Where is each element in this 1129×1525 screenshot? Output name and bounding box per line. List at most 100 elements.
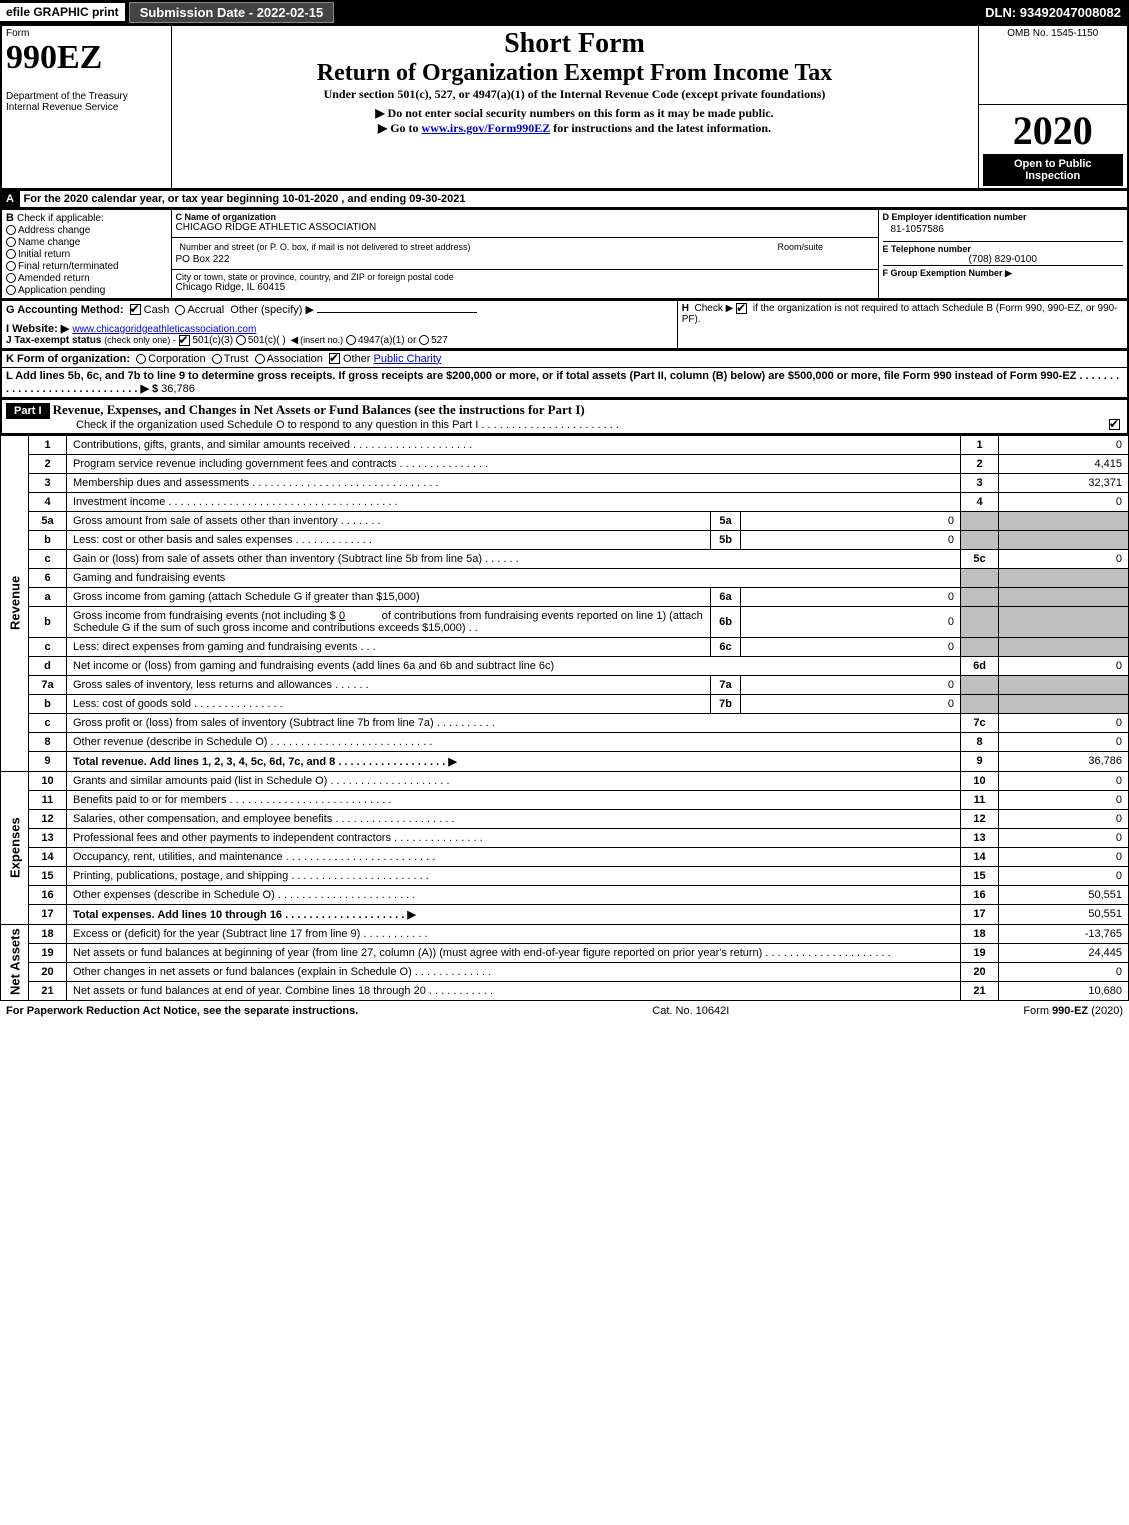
ln-6-d: Gaming and fundraising events — [67, 568, 961, 587]
ln-13-c: 13 — [961, 828, 999, 847]
ln-5c-c: 5c — [961, 549, 999, 568]
grey-cell — [961, 606, 999, 637]
ln-6a-n: a — [29, 587, 67, 606]
radio-501c[interactable] — [236, 335, 246, 345]
ln-8-n: 8 — [29, 732, 67, 751]
radio-icon[interactable] — [6, 285, 16, 295]
grey-cell — [999, 587, 1129, 606]
radio-corp[interactable] — [136, 354, 146, 364]
ln-18-n: 18 — [29, 924, 67, 943]
ln-6d-n: d — [29, 656, 67, 675]
ln-11-c: 11 — [961, 790, 999, 809]
radio-icon[interactable] — [6, 225, 16, 235]
period-row: A For the 2020 calendar year, or tax yea… — [0, 190, 1129, 209]
ln-5a-sc: 5a — [711, 511, 741, 530]
radio-icon[interactable] — [6, 261, 16, 271]
footer-left: For Paperwork Reduction Act Notice, see … — [6, 1005, 358, 1017]
ln-19-d: Net assets or fund balances at beginning… — [67, 943, 961, 962]
ein-value: 81-1057586 — [883, 222, 1124, 241]
b-opt-initial: Initial return — [6, 249, 70, 260]
radio-527[interactable] — [419, 335, 429, 345]
goto-link[interactable]: www.irs.gov/Form990EZ — [422, 121, 551, 135]
ln-16-c: 16 — [961, 885, 999, 904]
grey-cell — [961, 694, 999, 713]
ln-20-v: 0 — [999, 962, 1129, 981]
label-a: A — [1, 190, 19, 208]
label-k: K Form of organization: — [6, 353, 130, 365]
ln-5b-n: b — [29, 530, 67, 549]
form-word: Form — [6, 28, 167, 39]
ln-12-d: Salaries, other compensation, and employ… — [67, 809, 961, 828]
tax-year: 2020 — [983, 107, 1124, 154]
room-label: Room/suite — [774, 240, 874, 254]
gh-block: G Accounting Method: Cash Accrual Other … — [0, 300, 1129, 350]
part1-label: Part I — [6, 403, 50, 419]
ln-6b-amt: 0 — [339, 610, 345, 622]
city-value: Chicago Ridge, IL 60415 — [176, 282, 874, 293]
grey-cell — [961, 568, 999, 587]
label-c: C Name of organization — [176, 212, 874, 222]
ln-18-v: -13,765 — [999, 924, 1129, 943]
radio-trust[interactable] — [212, 354, 222, 364]
radio-accrual[interactable] — [175, 305, 185, 315]
ln-18-d: Excess or (deficit) for the year (Subtra… — [67, 924, 961, 943]
checkbox-other[interactable] — [329, 353, 340, 364]
ln-1-v: 0 — [999, 435, 1129, 454]
label-b: B — [6, 212, 14, 224]
radio-icon[interactable] — [6, 237, 16, 247]
j-insert: (insert no.) — [300, 335, 343, 345]
b-opt-pending: Application pending — [6, 285, 105, 296]
checkbox-part1[interactable] — [1109, 419, 1120, 430]
ln-7a-n: 7a — [29, 675, 67, 694]
checkbox-cash[interactable] — [130, 304, 141, 315]
ln-16-n: 16 — [29, 885, 67, 904]
goto-pre: ▶ Go to — [378, 121, 422, 135]
ln-11-v: 0 — [999, 790, 1129, 809]
ln-4-n: 4 — [29, 492, 67, 511]
period-text: For the 2020 calendar year, or tax year … — [19, 190, 1128, 208]
ln-5b-d: Less: cost or other basis and sales expe… — [67, 530, 711, 549]
ln-7b-sc: 7b — [711, 694, 741, 713]
ln-3-c: 3 — [961, 473, 999, 492]
label-i: I Website: ▶ — [6, 323, 69, 335]
radio-4947[interactable] — [346, 335, 356, 345]
j-501c3: 501(c)(3) — [193, 335, 234, 346]
ln-1-c: 1 — [961, 435, 999, 454]
radio-icon[interactable] — [6, 273, 16, 283]
label-g: G Accounting Method: — [6, 304, 124, 316]
triangle-left-icon — [288, 335, 300, 346]
ln-17-n: 17 — [29, 904, 67, 924]
irs-label: Internal Revenue Service — [6, 102, 167, 113]
ln-5b-sv: 0 — [741, 530, 961, 549]
ln-4-d: Investment income . . . . . . . . . . . … — [67, 492, 961, 511]
ln-14-n: 14 — [29, 847, 67, 866]
ln-1-n: 1 — [29, 435, 67, 454]
dept-label: Department of the Treasury — [6, 91, 167, 102]
website-link[interactable]: www.chicagoridgeathleticassociation.com — [72, 324, 256, 335]
checkbox-h[interactable] — [736, 303, 747, 314]
form-number: 990EZ — [6, 39, 167, 77]
ln-3-n: 3 — [29, 473, 67, 492]
footer-mid: Cat. No. 10642I — [652, 1005, 729, 1017]
ln-15-d: Printing, publications, postage, and shi… — [67, 866, 961, 885]
grey-cell — [961, 587, 999, 606]
k-other: Other — [343, 353, 371, 365]
ln-4-c: 4 — [961, 492, 999, 511]
ln-11-d: Benefits paid to or for members . . . . … — [67, 790, 961, 809]
ln-7c-c: 7c — [961, 713, 999, 732]
checkbox-501c3[interactable] — [179, 335, 190, 346]
ln-6c-sv: 0 — [741, 637, 961, 656]
k-other-value[interactable]: Public Charity — [374, 353, 442, 365]
ln-10-v: 0 — [999, 771, 1129, 790]
title-return: Return of Organization Exempt From Incom… — [176, 60, 974, 87]
b-opt-final: Final return/terminated — [6, 261, 119, 272]
ln-11-n: 11 — [29, 790, 67, 809]
ln-12-n: 12 — [29, 809, 67, 828]
g-other-blank[interactable] — [317, 312, 477, 313]
ln-17-v: 50,551 — [999, 904, 1129, 924]
omb-label: OMB No. 1545-1150 — [983, 28, 1124, 39]
ln-7b-n: b — [29, 694, 67, 713]
radio-assoc[interactable] — [255, 354, 265, 364]
open-inspection: Open to Public Inspection — [983, 154, 1124, 186]
radio-icon[interactable] — [6, 249, 16, 259]
